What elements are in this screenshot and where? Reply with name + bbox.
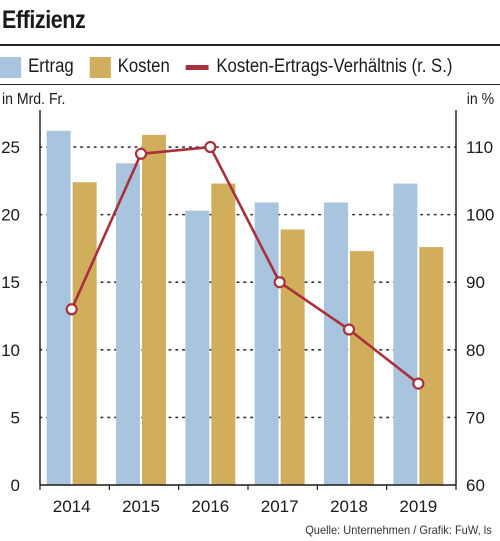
y-tick-label-left: 20	[1, 206, 20, 225]
y-axis-left-label: in Mrd. Fr.	[2, 91, 66, 108]
y-tick-label-right: 80	[466, 341, 485, 360]
legend-rule	[0, 84, 500, 85]
ratio-point	[342, 323, 356, 336]
legend-label-ratio: Kosten-Ertrags-Verhältnis (r. S.)	[216, 56, 453, 77]
y-tick-label-right: 60	[466, 476, 485, 495]
x-tick-label: 2014	[53, 497, 91, 516]
y-tick-label-right: 70	[466, 408, 485, 427]
bar-kosten	[419, 247, 444, 485]
legend-item-kosten: Kosten	[89, 56, 170, 78]
y-tick-label-left: 5	[11, 408, 20, 427]
source-note: Quelle: Unternehmen / Grafik: FuW, ls	[305, 523, 492, 537]
ratio-point	[65, 303, 78, 316]
y-tick-label-left: 25	[1, 138, 20, 157]
x-tick-label: 2019	[399, 497, 437, 516]
bar-kosten	[142, 134, 166, 486]
legend-item-ertrag: Ertrag	[0, 56, 74, 78]
legend-label-kosten: Kosten	[117, 56, 170, 77]
bar-ertrag	[185, 210, 210, 485]
legend: Ertrag Kosten Kosten-Ertrags-Verhältnis …	[0, 52, 468, 82]
legend-swatch-ertrag	[0, 56, 22, 78]
x-tick-label: 2018	[330, 497, 368, 516]
title-rule	[0, 44, 500, 46]
x-tick-label: 2015	[122, 497, 160, 516]
y-tick-label-right: 100	[466, 206, 494, 225]
legend-swatch-ratio	[185, 64, 209, 70]
bar-kosten	[280, 229, 305, 485]
y-tick-label-left: 10	[1, 341, 20, 360]
bar-kosten	[350, 251, 374, 485]
legend-label-ertrag: Ertrag	[28, 56, 74, 77]
chart-title: Effizienz	[2, 6, 86, 34]
bar-ertrag	[393, 183, 418, 485]
ratio-point	[204, 140, 217, 154]
legend-item-ratio: Kosten-Ertrags-Verhältnis (r. S.)	[185, 56, 453, 78]
legend-swatch-kosten	[89, 56, 111, 78]
y-tick-label-right: 90	[466, 273, 485, 292]
ratio-point	[273, 276, 286, 289]
y-tick-label-left: 0	[11, 476, 20, 495]
x-tick-label: 2016	[191, 497, 229, 516]
ratio-point	[412, 377, 425, 390]
ratio-point	[134, 147, 148, 160]
bar-ertrag	[254, 202, 279, 486]
bar-ertrag	[116, 163, 140, 485]
bar-kosten	[211, 183, 236, 485]
bar-ertrag	[324, 202, 348, 486]
x-tick-label: 2017	[261, 497, 299, 516]
bar-kosten	[72, 182, 97, 485]
ratio-line	[70, 145, 420, 385]
y-tick-label-left: 15	[1, 273, 20, 292]
y-tick-label-right: 110	[466, 138, 493, 157]
y-axis-right-label: in %	[466, 91, 494, 108]
